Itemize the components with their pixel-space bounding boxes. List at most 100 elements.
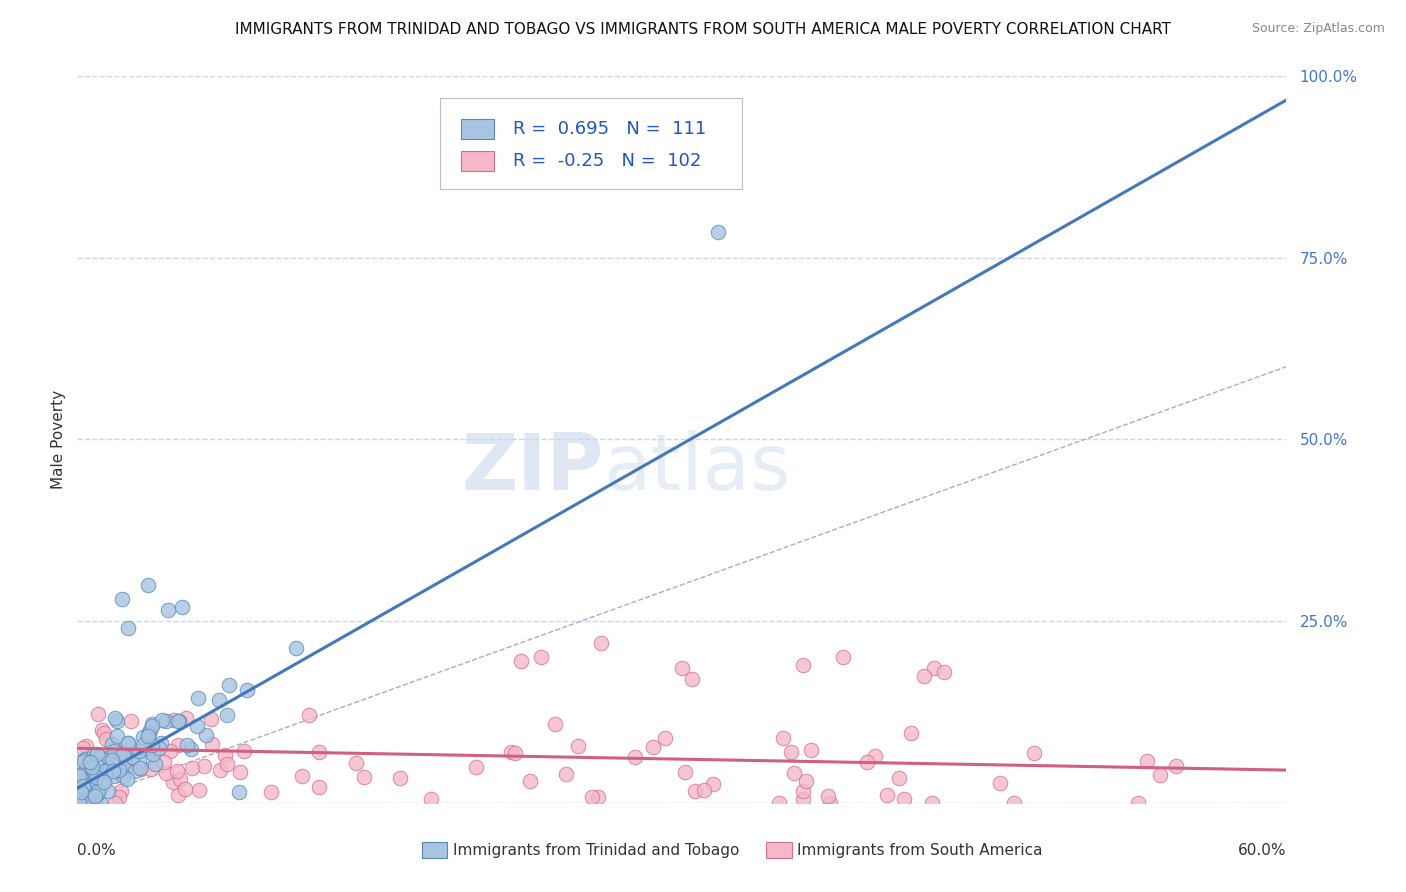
- Point: [792, 792, 814, 806]
- Point: [800, 742, 823, 756]
- Point: [420, 792, 443, 806]
- Point: [75, 773, 97, 788]
- Point: [389, 771, 412, 785]
- Point: [110, 745, 132, 759]
- Point: [76, 780, 98, 795]
- Point: [105, 714, 128, 728]
- Point: [567, 739, 589, 753]
- Point: [115, 759, 138, 773]
- Point: [72, 754, 94, 768]
- Point: [465, 760, 488, 774]
- Point: [217, 756, 239, 771]
- Point: [132, 738, 155, 752]
- Point: [117, 736, 139, 750]
- Point: [97, 784, 120, 798]
- Point: [70, 796, 93, 810]
- Point: [166, 788, 188, 802]
- Point: [693, 783, 716, 797]
- Point: [139, 762, 162, 776]
- Point: [641, 739, 664, 754]
- Point: [91, 723, 114, 737]
- Point: [157, 603, 180, 617]
- Point: [132, 740, 155, 755]
- Point: [67, 769, 90, 783]
- Point: [921, 796, 943, 810]
- Point: [702, 777, 724, 791]
- Point: [236, 683, 259, 698]
- Point: [69, 789, 91, 804]
- Point: [80, 760, 103, 774]
- Point: [75, 752, 97, 766]
- Point: [152, 713, 174, 727]
- Point: [141, 719, 163, 733]
- Point: [623, 750, 645, 764]
- Point: [832, 650, 855, 665]
- Point: [1024, 746, 1046, 760]
- Point: [194, 728, 217, 742]
- Point: [218, 678, 240, 692]
- Point: [187, 690, 209, 705]
- Point: [115, 772, 138, 786]
- Point: [101, 764, 124, 779]
- Point: [654, 731, 676, 745]
- Point: [73, 792, 96, 806]
- Point: [91, 774, 114, 789]
- Point: [104, 711, 127, 725]
- Point: [141, 717, 163, 731]
- Point: [93, 775, 115, 789]
- Point: [794, 774, 817, 789]
- Point: [87, 706, 110, 721]
- Point: [82, 789, 104, 803]
- Point: [818, 796, 841, 810]
- Point: [94, 731, 117, 746]
- Point: [104, 764, 127, 778]
- Text: IMMIGRANTS FROM TRINIDAD AND TOBAGO VS IMMIGRANTS FROM SOUTH AMERICA MALE POVERT: IMMIGRANTS FROM TRINIDAD AND TOBAGO VS I…: [235, 22, 1171, 37]
- Point: [108, 790, 131, 805]
- Point: [124, 745, 146, 759]
- Point: [707, 225, 730, 239]
- Point: [89, 796, 111, 810]
- Point: [79, 755, 101, 769]
- Point: [84, 780, 107, 794]
- Text: 0.0%: 0.0%: [77, 843, 117, 858]
- Point: [188, 782, 211, 797]
- Point: [181, 760, 204, 774]
- Point: [228, 785, 250, 799]
- Point: [96, 751, 118, 765]
- Point: [86, 747, 108, 762]
- Point: [83, 747, 105, 762]
- Point: [186, 718, 208, 732]
- FancyBboxPatch shape: [461, 119, 495, 139]
- Point: [69, 785, 91, 799]
- Point: [124, 764, 146, 778]
- Point: [172, 599, 194, 614]
- Point: [308, 780, 330, 794]
- Point: [143, 757, 166, 772]
- Point: [94, 764, 117, 779]
- Point: [166, 738, 188, 752]
- Point: [149, 736, 172, 750]
- Point: [519, 774, 541, 789]
- Point: [163, 713, 186, 727]
- Point: [89, 759, 111, 773]
- Point: [922, 661, 945, 675]
- Point: [555, 767, 578, 781]
- Point: [544, 717, 567, 731]
- Point: [217, 707, 239, 722]
- Point: [77, 791, 100, 805]
- Point: [581, 789, 603, 804]
- Point: [297, 707, 319, 722]
- Point: [121, 750, 143, 764]
- Point: [118, 753, 141, 767]
- Point: [129, 762, 152, 776]
- Point: [141, 738, 163, 752]
- Point: [128, 744, 150, 758]
- Point: [142, 746, 165, 760]
- Point: [117, 737, 139, 751]
- Point: [155, 714, 177, 729]
- Point: [138, 723, 160, 738]
- Point: [141, 747, 163, 762]
- Point: [84, 757, 107, 772]
- Point: [67, 796, 90, 810]
- Point: [155, 766, 177, 780]
